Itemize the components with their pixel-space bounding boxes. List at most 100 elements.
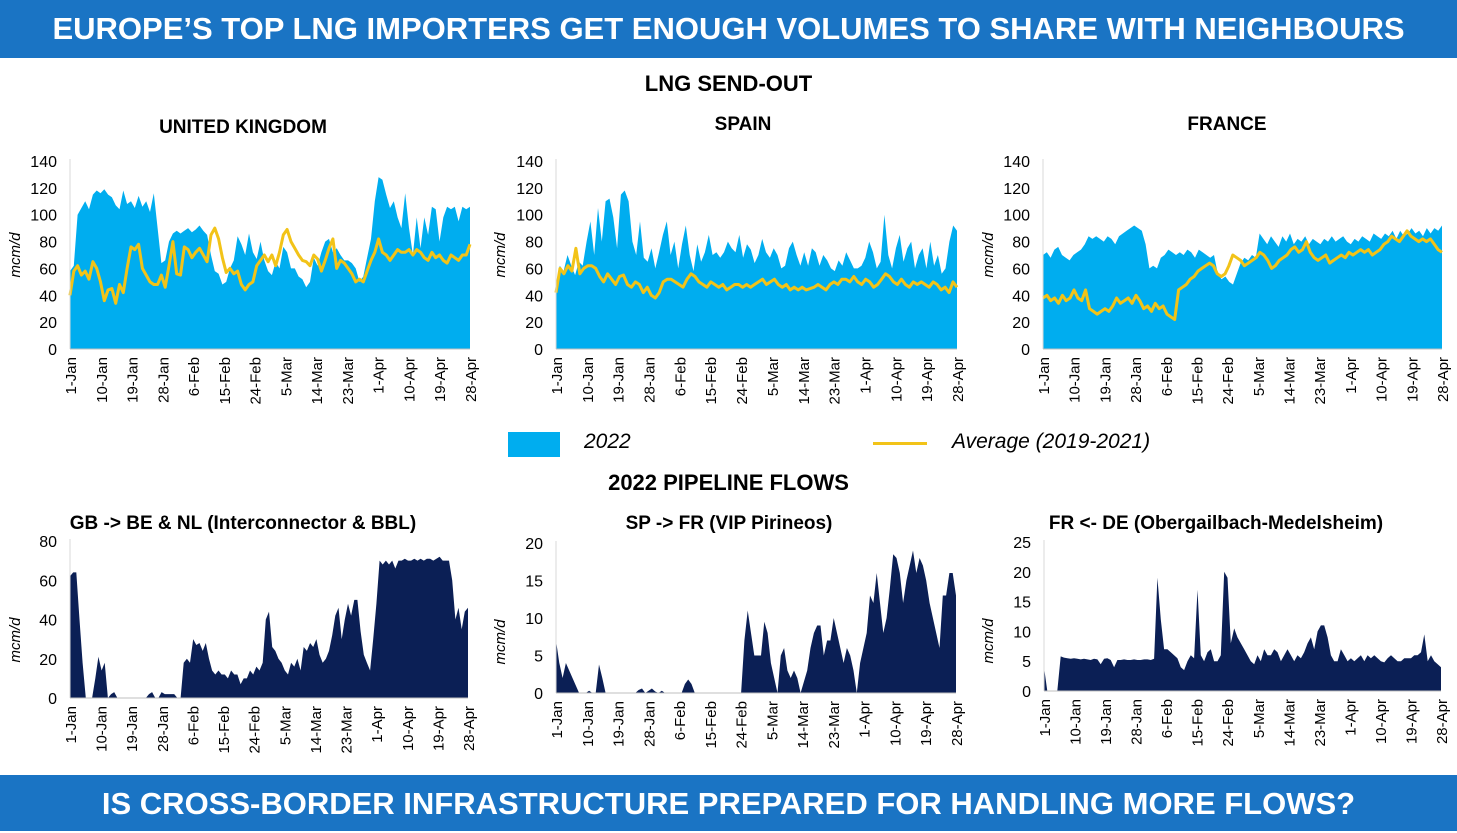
y-tick-label: 0 [534, 342, 543, 359]
x-tick-label: 19-Jan [611, 701, 628, 747]
y-tick-label: 0 [1021, 342, 1030, 359]
y-tick-label: 40 [1012, 288, 1030, 305]
chart-title: UNITED KINGDOM [159, 117, 327, 138]
x-tick-label: 15-Feb [703, 357, 720, 405]
y-axis-label: mcm/d [980, 232, 997, 278]
y-tick-label: 40 [39, 613, 57, 630]
series-line-average [68, 226, 472, 305]
x-tick-label: 5-Mar [764, 701, 781, 740]
x-tick-label: 28-Apr [1434, 699, 1451, 744]
x-tick-label: 1-Apr [369, 706, 386, 743]
y-tick-label: 15 [525, 574, 543, 591]
x-tick-label: 5-Mar [765, 357, 782, 396]
x-tick-label: 10-Jan [94, 357, 111, 403]
y-tick-label: 20 [525, 536, 543, 553]
chart-uk: UNITED KINGDOM mcm/d 0 20 40 60 80 100 120 140 1-J… [7, 117, 480, 405]
x-tick-label: 5-Mar [277, 706, 294, 745]
series-area-2022 [556, 550, 956, 693]
chart-france: FRANCE mcm/d 0 20 40 60 80 100 120 140 1-Jan 10-Jan… [980, 114, 1452, 405]
series-line-average [1042, 229, 1443, 321]
x-tick-label: 6-Feb [186, 357, 203, 396]
y-tick-label: 25 [1013, 535, 1031, 552]
x-tick-label: 1-Jan [1036, 357, 1053, 395]
lng-section-title: LNG SEND-OUT [644, 71, 813, 96]
x-tick-label: 6-Feb [672, 701, 689, 740]
x-tick-label: 28-Apr [1435, 357, 1452, 402]
x-tick-label: 19-Apr [432, 357, 449, 402]
x-tick-label: 14-Mar [796, 357, 813, 405]
x-tick-label: 1-Jan [549, 357, 566, 395]
x-tick-label: 24-Feb [1220, 699, 1237, 747]
y-tick-label: 0 [48, 342, 57, 359]
y-tick-label: 0 [534, 686, 543, 703]
x-tick-label: 1-Jan [549, 701, 566, 739]
pipeline-section-title: 2022 PIPELINE FLOWS [608, 470, 849, 495]
y-tick-label: 20 [1013, 565, 1031, 582]
chart-sp_fr: SP -> FR (VIP Pirineos) mcm/d 0 5 10 15 20 1-Ja… [492, 513, 966, 749]
y-tick-label: 80 [1012, 235, 1030, 252]
y-tick-label: 100 [516, 208, 543, 225]
footer-banner: IS CROSS-BORDER INFRASTRUCTURE PREPARED … [0, 775, 1457, 831]
x-tick-label: 14-Mar [1282, 357, 1299, 405]
y-tick-label: 10 [1013, 624, 1031, 641]
x-tick-label: 10-Apr [400, 706, 417, 751]
y-tick-label: 20 [1012, 315, 1030, 332]
y-tick-label: 60 [39, 261, 57, 278]
x-tick-label: 10-Jan [1067, 357, 1084, 403]
x-tick-label: 15-Feb [216, 706, 233, 754]
y-tick-label: 60 [1012, 261, 1030, 278]
y-tick-label: 80 [39, 534, 57, 551]
x-tick-label: 24-Feb [248, 357, 265, 405]
x-tick-label: 28-Jan [642, 357, 659, 403]
y-tick-label: 10 [525, 611, 543, 628]
y-tick-label: 120 [1003, 181, 1030, 198]
x-tick-label: 28-Jan [155, 706, 172, 752]
header-banner: EUROPE’S TOP LNG IMPORTERS GET ENOUGH VO… [0, 0, 1457, 58]
x-tick-label: 24-Feb [734, 357, 751, 405]
chart-title: GB -> BE & NL (Interconnector & BBL) [70, 513, 416, 534]
x-tick-label: 23-Mar [1312, 699, 1329, 747]
chart-fr_de: FR <- DE (Obergailbach-Medelsheim) mcm/d 0… [980, 513, 1451, 747]
x-tick-label: 1-Jan [63, 706, 80, 744]
x-tick-label: 28-Apr [950, 357, 967, 402]
x-tick-label: 19-Jan [1098, 699, 1115, 745]
x-tick-label: 28-Apr [949, 701, 966, 746]
x-tick-label: 15-Feb [217, 357, 234, 405]
x-tick-label: 6-Feb [185, 706, 202, 745]
y-axis-label: mcm/d [7, 617, 24, 663]
x-tick-label: 1-Apr [1343, 357, 1360, 394]
chart-title: SPAIN [715, 114, 772, 135]
chart-gb_be_nl: GB -> BE & NL (Interconnector & BBL) mcm/… [7, 513, 478, 754]
x-tick-label: 5-Mar [278, 357, 295, 396]
x-tick-label: 23-Mar [827, 357, 844, 405]
y-axis-label: mcm/d [7, 232, 24, 278]
x-tick-label: 19-Apr [1404, 357, 1421, 402]
y-tick-label: 120 [30, 181, 57, 198]
x-tick-label: 28-Apr [463, 357, 480, 402]
x-tick-label: 19-Apr [918, 701, 935, 746]
x-tick-label: 6-Feb [1159, 699, 1176, 738]
chart-title: SP -> FR (VIP Pirineos) [626, 513, 833, 534]
x-tick-label: 14-Mar [308, 706, 325, 754]
x-tick-label: 19-Jan [125, 357, 142, 403]
x-tick-label: 24-Feb [1220, 357, 1237, 405]
y-tick-label: 20 [39, 652, 57, 669]
x-tick-label: 14-Mar [309, 357, 326, 405]
y-tick-label: 0 [1022, 684, 1031, 701]
y-tick-label: 5 [534, 649, 543, 666]
y-tick-label: 140 [1003, 154, 1030, 171]
x-tick-label: 10-Jan [580, 357, 597, 403]
x-tick-label: 15-Feb [1189, 357, 1206, 405]
x-tick-label: 15-Feb [1190, 699, 1207, 747]
x-tick-label: 1-Jan [63, 357, 80, 395]
y-tick-label: 80 [39, 235, 57, 252]
series-area-2022 [70, 177, 470, 349]
x-tick-label: 5-Mar [1251, 699, 1268, 738]
x-tick-label: 10-Apr [1374, 357, 1391, 402]
x-tick-label: 19-Jan [1097, 357, 1114, 403]
header-title: EUROPE’S TOP LNG IMPORTERS GET ENOUGH VO… [52, 11, 1405, 46]
chart-spain: SPAIN mcm/d 0 20 40 60 80 100 120 140 1-Jan 10-Jan 1… [492, 114, 967, 405]
x-tick-label: 28-Jan [1129, 699, 1146, 745]
legend-label-average: Average (2019-2021) [952, 430, 1151, 453]
x-tick-label: 10-Jan [580, 701, 597, 747]
